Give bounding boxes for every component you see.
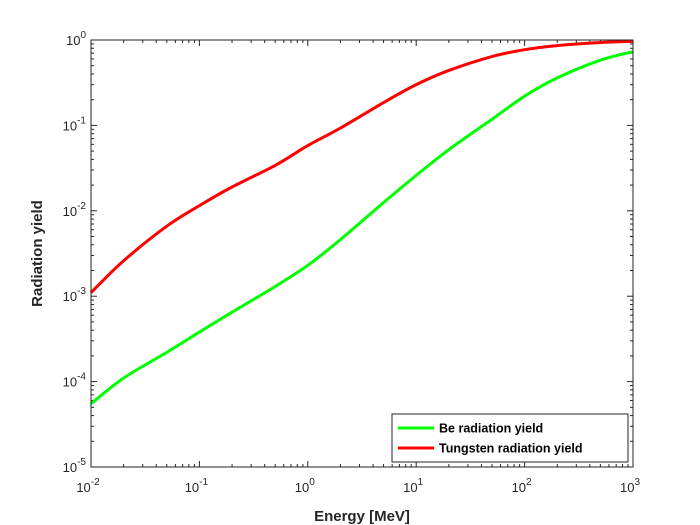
x-tick-label: 100 — [295, 477, 315, 495]
y-tick-label-exponent: -5 — [77, 457, 86, 468]
x-tick-label-exponent: 0 — [309, 477, 315, 488]
x-tick-label-exponent: 2 — [526, 477, 532, 488]
x-tick-label-exponent: 3 — [634, 477, 640, 488]
x-tick-label: 10-2 — [76, 477, 100, 495]
x-tick-label-base: 10 — [620, 480, 634, 495]
x-tick-label: 10-1 — [185, 477, 209, 495]
legend-label-1: Tungsten radiation yield — [439, 442, 583, 456]
y-tick-label-exponent: -1 — [77, 115, 86, 126]
y-tick-label: 10-2 — [63, 201, 87, 219]
x-tick-label-exponent: -1 — [199, 477, 208, 488]
x-tick-label-base: 10 — [185, 480, 199, 495]
y-tick-label-base: 10 — [63, 118, 77, 133]
y-tick-label-base: 10 — [63, 204, 77, 219]
legend-label-0: Be radiation yield — [439, 422, 543, 436]
x-tick-label-base: 10 — [403, 480, 417, 495]
y-tick-label-exponent: -3 — [77, 286, 86, 297]
series-line-0 — [90, 50, 634, 405]
y-tick-label-base: 10 — [66, 33, 80, 48]
y-tick-label-exponent: -2 — [77, 201, 86, 212]
legend-box — [391, 413, 629, 463]
y-tick-label: 100 — [66, 30, 86, 48]
plot-area — [91, 40, 633, 467]
y-tick-label-base: 10 — [63, 460, 77, 475]
y-tick-label-exponent: 0 — [80, 30, 86, 41]
legend: Be radiation yield Tungsten radiation yie… — [391, 413, 629, 463]
series-line-1 — [89, 39, 634, 294]
x-tick-label: 103 — [620, 477, 640, 495]
y-axis-label: Radiation yield — [29, 200, 46, 307]
y-tick-label-base: 10 — [63, 375, 77, 390]
x-tick-label-base: 10 — [512, 480, 526, 495]
x-axis-label: Energy [MeV] — [314, 508, 410, 525]
x-tick-label-exponent: -2 — [91, 477, 100, 488]
x-tick-label-base: 10 — [295, 480, 309, 495]
y-tick-label: 10-5 — [63, 457, 87, 475]
y-tick-label-exponent: -4 — [77, 372, 86, 383]
y-tick-label: 10-1 — [63, 115, 87, 133]
y-tick-label-base: 10 — [63, 289, 77, 304]
tick-labels: 10-2 10-1 100 101 102 10310-510-410-310-210-1… — [63, 30, 641, 495]
x-tick-label-base: 10 — [76, 480, 90, 495]
plot-frame — [90, 39, 634, 468]
x-tick-label-exponent: 1 — [418, 477, 424, 488]
y-tick-label: 10-4 — [63, 372, 87, 390]
y-tick-label: 10-3 — [63, 286, 87, 304]
x-tick-label: 101 — [403, 477, 423, 495]
series-layer — [89, 39, 634, 405]
x-tick-label: 102 — [512, 477, 532, 495]
